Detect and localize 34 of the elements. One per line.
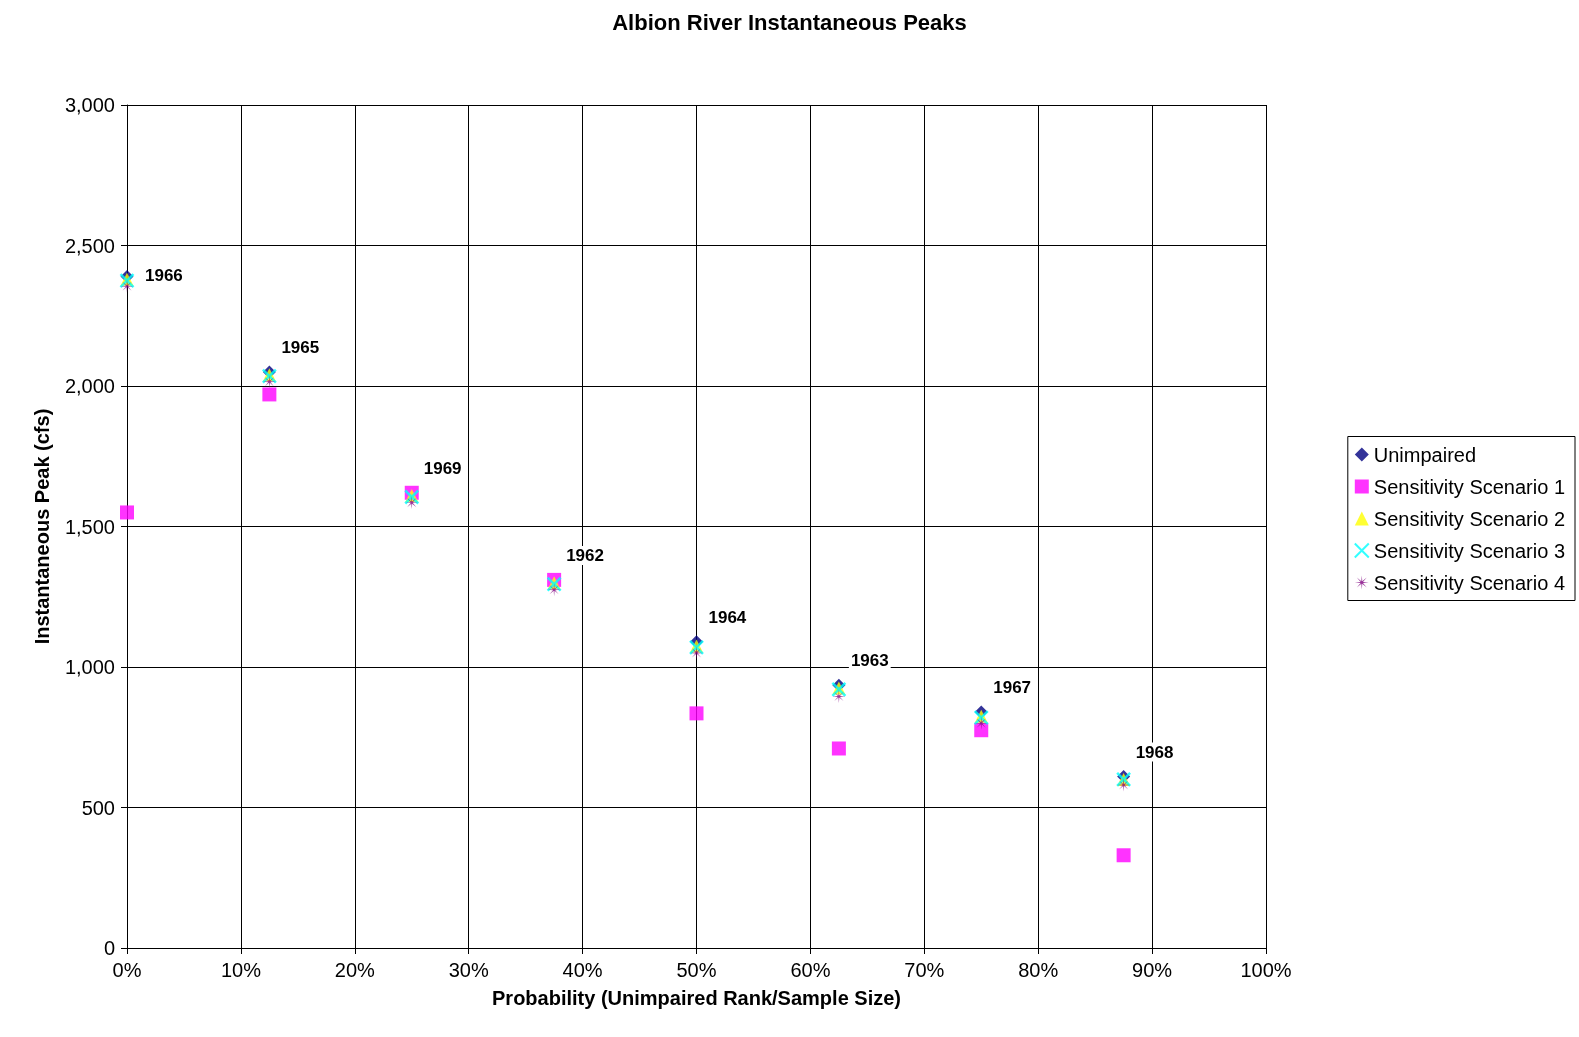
x-tick-label: 40% [562, 959, 603, 981]
y-tick-label: 2,500 [64, 234, 115, 257]
annotation: 1963 [850, 651, 889, 671]
y-axis-title: Instantaneous Peak (cfs) [31, 408, 53, 645]
x-tick-label: 80% [1018, 959, 1059, 981]
x-tick-label: 30% [448, 959, 489, 981]
y-tick-label: 3,000 [64, 94, 115, 116]
annotation: 1962 [566, 545, 604, 565]
annotation: 1967 [993, 677, 1032, 697]
legend-label: Unimpaired [1373, 443, 1477, 466]
y-tick-label: 2,000 [64, 375, 115, 397]
y-tick-label: 500 [81, 796, 115, 819]
legend-label: Sensitivity Scenario 3 [1373, 539, 1565, 562]
annotation: 1969 [423, 458, 462, 478]
x-tick-label: 50% [676, 959, 717, 981]
legend-label: Sensitivity Scenario 4 [1373, 571, 1565, 594]
x-tick-label: 0% [112, 959, 142, 981]
annotation: 1966 [145, 266, 183, 286]
annotation: 1964 [708, 607, 747, 627]
chart-title: Albion River Instantaneous Peaks [612, 9, 967, 35]
legend-label: Sensitivity Scenario 1 [1373, 475, 1565, 498]
x-tick-label: 10% [220, 959, 262, 981]
x-tick-label: 90% [1132, 959, 1173, 981]
annotation: 1965 [281, 337, 320, 357]
x-axis-title: Probability (Unimpaired Rank/Sample Size) [492, 987, 901, 1009]
annotation: 1968 [1135, 742, 1174, 762]
x-tick-label: 100% [1240, 959, 1292, 981]
y-tick-label: 0 [103, 937, 115, 959]
x-tick-label: 20% [334, 959, 376, 981]
x-tick-label: 60% [790, 959, 831, 981]
legend-label: Sensitivity Scenario 2 [1373, 507, 1565, 530]
y-tick-label: 1,000 [64, 656, 115, 678]
x-tick-label: 70% [904, 959, 945, 981]
y-tick-label: 1,500 [64, 515, 115, 538]
